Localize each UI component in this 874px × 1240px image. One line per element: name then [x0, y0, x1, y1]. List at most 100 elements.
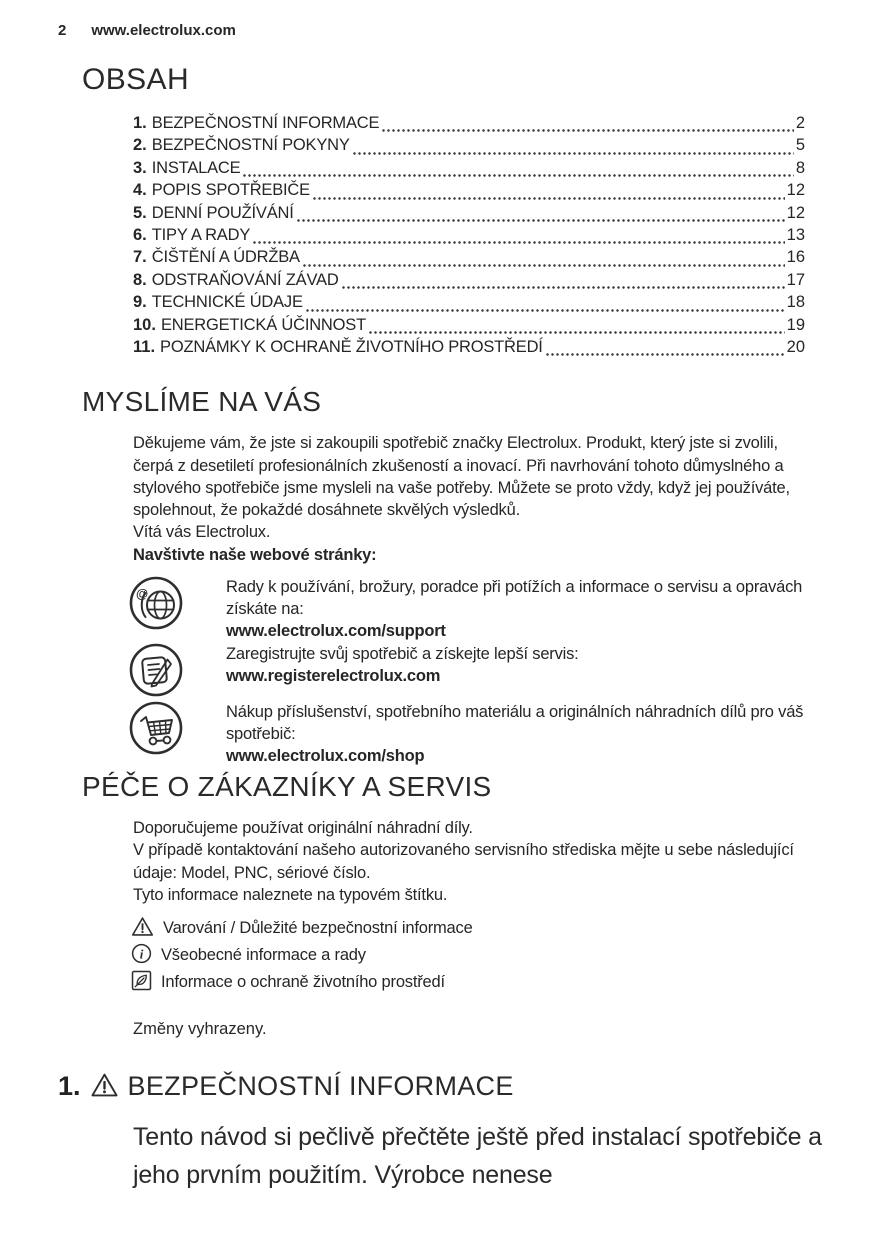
toc-item-label: TIPY A RADY — [151, 225, 251, 244]
toc-item-label: BEZPEČNOSTNÍ POKYNY — [151, 136, 350, 155]
toc-item[interactable]: 5. DENNÍ POUŽÍVÁNÍ 12 — [133, 204, 805, 226]
toc-item-number: 3. — [133, 158, 147, 177]
weblink-text-block: Rady k používání, brožury, poradce při p… — [226, 575, 808, 642]
toc-item-page: 2 — [795, 114, 805, 132]
toc-item-label: POZNÁMKY K OCHRANĚ ŽIVOTNÍHO PROSTŘEDÍ — [160, 337, 543, 356]
toc-item-page: 18 — [786, 293, 805, 312]
toc-item-page: 12 — [786, 203, 805, 222]
weblink-url[interactable]: www.electrolux.com/support — [226, 622, 446, 641]
warning-triangle-icon — [90, 1069, 119, 1103]
toc-item[interactable]: 9. TECHNICKÉ ÚDAJE 18 — [133, 293, 805, 315]
toc-item-number: 2. — [133, 136, 147, 155]
toc-item-number: 9. — [133, 293, 147, 312]
support-link-row: @ Rady k používání, brožury, poradce při… — [128, 575, 874, 642]
toc-item-number: 10. — [133, 315, 156, 334]
toc-item-number: 1. — [133, 114, 147, 132]
warning-triangle-icon — [131, 916, 154, 942]
svg-text:i: i — [140, 947, 144, 961]
toc-item-label: INSTALACE — [151, 158, 241, 177]
toc-item-label: DENNÍ POUŽÍVÁNÍ — [151, 203, 294, 222]
toc-leader-dots — [302, 263, 785, 267]
toc-item-page: 16 — [786, 248, 805, 267]
toc-item-number: 6. — [133, 225, 147, 244]
toc-item-page: 19 — [786, 315, 805, 334]
welcome-line: Vítá vás Electrolux. — [133, 523, 271, 542]
weblink-description: Rady k používání, brožury, poradce při p… — [226, 578, 803, 619]
cart-icon — [128, 700, 184, 756]
toc-item[interactable]: 7. ČIŠTĚNÍ A ÚDRŽBA 16 — [133, 248, 805, 270]
weblink-url[interactable]: www.registerelectrolux.com — [226, 667, 441, 686]
section1-title: BEZPEČNOSTNÍ INFORMACE — [127, 1070, 514, 1101]
toc-leader-dots — [368, 330, 785, 334]
toc-item-number: 7. — [133, 248, 147, 267]
toc-item-page: 5 — [795, 136, 805, 155]
toc-item[interactable]: 11. POZNÁMKY K OCHRANĚ ŽIVOTNÍHO PROSTŘE… — [133, 338, 805, 360]
visit-websites-label: Navštivte naše webové stránky: — [133, 545, 377, 564]
table-of-contents: 1. BEZPEČNOSTNÍ INFORMACE 2 2. BEZPEČNOS… — [133, 114, 805, 360]
weblink-description: Nákup příslušenství, spotřebního materiá… — [226, 703, 804, 744]
toc-item-page: 8 — [795, 158, 805, 177]
page-number: 2 — [58, 22, 67, 39]
toc-item-page: 20 — [786, 337, 805, 356]
weblink-text-block: Nákup příslušenství, spotřebního materiá… — [226, 700, 808, 767]
warning-notice-row: Varování / Důležité bezpečnostní informa… — [131, 915, 874, 942]
toc-item[interactable]: 8. ODSTRAŇOVÁNÍ ZÁVAD 17 — [133, 271, 805, 293]
weblink-url[interactable]: www.electrolux.com/shop — [226, 747, 425, 766]
care-text: Doporučujeme používat originální náhradn… — [133, 817, 823, 906]
notice-label: Všeobecné informace a rady — [161, 946, 366, 965]
toc-item-number: 4. — [133, 181, 147, 200]
toc-leader-dots — [352, 151, 794, 155]
toc-item-number: 8. — [133, 270, 147, 289]
toc-item-number: 11. — [133, 337, 156, 356]
weblink-description: Zaregistrujte svůj spotřebič a získejte … — [226, 645, 579, 664]
toc-leader-dots — [296, 218, 785, 222]
toc-leader-dots — [253, 241, 785, 245]
website-links: @ Rady k používání, brožury, poradce při… — [128, 575, 874, 767]
care-line: Doporučujeme používat originální náhradn… — [133, 819, 473, 838]
toc-item[interactable]: 1. BEZPEČNOSTNÍ INFORMACE 2 — [133, 114, 805, 136]
section1-number: 1. — [58, 1070, 81, 1101]
toc-item[interactable]: 4. POPIS SPOTŘEBIČE 12 — [133, 181, 805, 203]
weblink-text-block: Zaregistrujte svůj spotřebič a získejte … — [226, 642, 808, 687]
toc-leader-dots — [545, 353, 785, 357]
shop-link-row: Nákup příslušenství, spotřebního materiá… — [128, 700, 874, 767]
toc-leader-dots — [382, 129, 794, 133]
page-header: 2 www.electrolux.com — [58, 0, 874, 39]
notice-legend: Varování / Důležité bezpečnostní informa… — [131, 915, 874, 996]
notice-label: Informace o ochraně životního prostředí — [161, 973, 445, 992]
globe-at-icon: @ — [128, 575, 184, 631]
toc-item-number: 5. — [133, 203, 147, 222]
toc-item-page: 12 — [786, 181, 805, 200]
toc-item-page: 17 — [786, 270, 805, 289]
notice-label: Varování / Důležité bezpečnostní informa… — [163, 919, 473, 938]
toc-leader-dots — [312, 196, 785, 200]
toc-leader-dots — [341, 286, 785, 290]
toc-item[interactable]: 6. TIPY A RADY 13 — [133, 226, 805, 248]
section1-body-text: Tento návod si pečlivě přečtěte ještě př… — [133, 1123, 822, 1190]
svg-text:@: @ — [136, 587, 148, 601]
care-line: Tyto informace naleznete na typovém štít… — [133, 885, 448, 904]
register-link-row: Zaregistrujte svůj spotřebič a získejte … — [128, 642, 874, 700]
info-notice-row: i Všeobecné informace a rady — [131, 942, 874, 969]
toc-item-label: POPIS SPOTŘEBIČE — [151, 181, 310, 200]
toc-item[interactable]: 2. BEZPEČNOSTNÍ POKYNY 5 — [133, 136, 805, 158]
toc-title: OBSAH — [82, 63, 190, 96]
think-of-you-title: MYSLÍME NA VÁS — [82, 386, 322, 418]
register-icon — [128, 642, 184, 698]
customer-care-title: PÉČE O ZÁKAZNÍKY A SERVIS — [82, 771, 492, 803]
think-paragraph: Děkujeme vám, že jste si zakoupili spotř… — [133, 434, 790, 520]
toc-leader-dots — [305, 308, 785, 312]
toc-item-label: ODSTRAŇOVÁNÍ ZÁVAD — [151, 270, 339, 289]
toc-item-page: 13 — [786, 225, 805, 244]
site-url: www.electrolux.com — [91, 22, 236, 39]
leaf-box-icon — [131, 970, 152, 996]
toc-item[interactable]: 10. ENERGETICKÁ ÚČINNOST 19 — [133, 316, 805, 338]
section1-heading: 1. BEZPEČNOSTNÍ INFORMACE — [58, 1069, 874, 1103]
toc-item-label: TECHNICKÉ ÚDAJE — [151, 293, 303, 312]
environment-notice-row: Informace o ochraně životního prostředí — [131, 969, 874, 996]
toc-item[interactable]: 3. INSTALACE 8 — [133, 159, 805, 181]
toc-item-label: ČIŠTĚNÍ A ÚDRŽBA — [151, 248, 300, 267]
care-line: V případě kontaktování našeho autorizova… — [133, 841, 794, 882]
toc-item-label: ENERGETICKÁ ÚČINNOST — [160, 315, 366, 334]
